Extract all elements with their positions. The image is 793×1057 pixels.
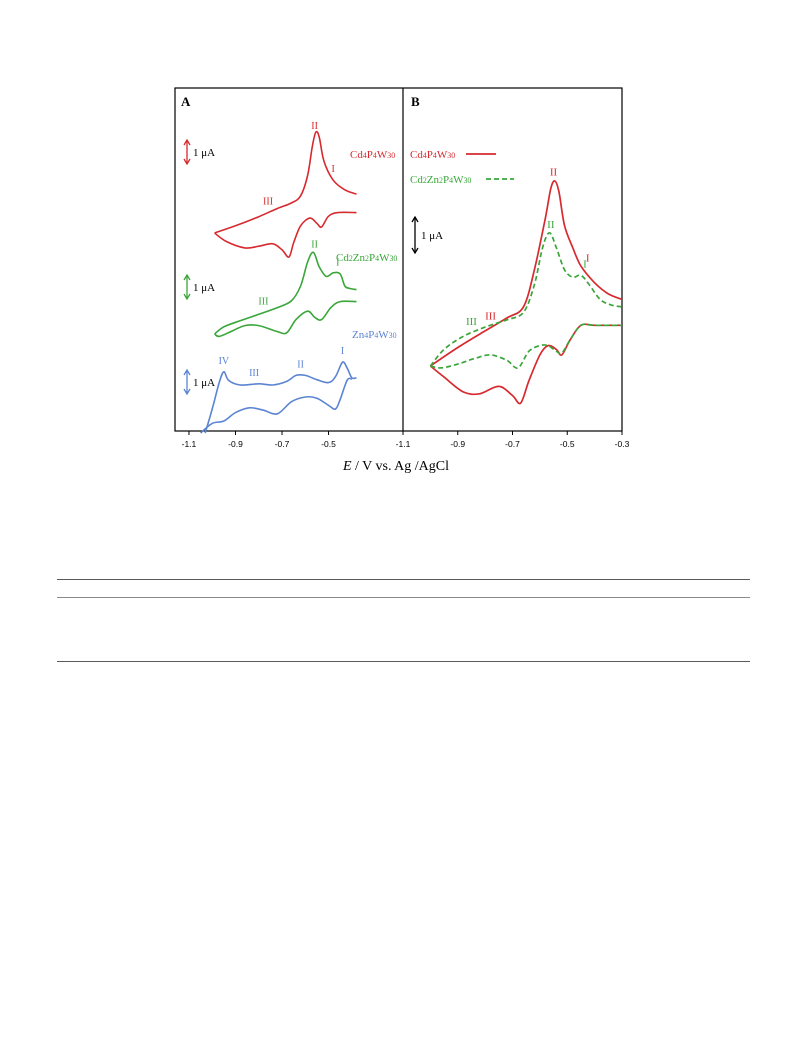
- scale-bar-a-2-arrow-down: [183, 388, 191, 396]
- scale-bar-a-1-arrow-down: [183, 293, 191, 301]
- axis-b-tick-label-0: -1.1: [396, 439, 411, 449]
- legend-label-b-cd2zn2p4w30-part: 4: [449, 176, 453, 185]
- axis-a-tick-label-0: -1.1: [182, 439, 197, 449]
- legend-label-b-cd2zn2p4w30-part: 2: [439, 176, 443, 185]
- scale-bar-a-1-label: 1 μA: [193, 282, 215, 294]
- series-label-a-cd2zn2p4w30-part: W: [379, 252, 390, 264]
- series-label-a-zn4p4w30-part: 4: [364, 331, 368, 340]
- legend-label-b-cd4p4w30-part: 30: [447, 151, 455, 160]
- curve-b-cd2zn2p4w30-reverse: [430, 323, 622, 369]
- legend-label-b-cd4p4w30-part: 4: [433, 151, 437, 160]
- series-label-a-zn4p4w30-part: 30: [389, 331, 397, 340]
- axis-b-tick-label-1: -0.9: [450, 439, 465, 449]
- series-label-a-zn4p4w30-part: 4: [374, 331, 378, 340]
- series-label-a-cd4p4w30-part: 4: [373, 151, 377, 160]
- peak-label-a-zn4p4w30-1: III: [249, 368, 259, 379]
- peak-label-b-cd2zn2p4w30-1: I: [583, 258, 587, 270]
- panel-label-a: A: [181, 94, 191, 109]
- series-label-a-cd4p4w30: Cd4P4W30: [350, 149, 395, 161]
- peak-label-b-cd2zn2p4w30-2: III: [466, 316, 477, 328]
- series-label-a-zn4p4w30-part: W: [378, 329, 389, 341]
- peak-label-a-cd4p4w30-2: III: [263, 197, 273, 208]
- series-label-a-cd4p4w30-part: P: [367, 149, 373, 161]
- scale-bar-a-2-arrow-up: [183, 368, 191, 376]
- series-label-a-cd2zn2p4w30-part: P: [369, 252, 375, 264]
- x-axis: -1.1 -0.9 -0.7 -0.5 -1.1 -0.9 -0.7 -0.5 -0.3: [182, 431, 630, 449]
- peak-label-a-cd4p4w30-1: I: [332, 164, 335, 175]
- axis-a-tick-label-2: -0.7: [275, 439, 290, 449]
- legend-label-b-cd2zn2p4w30-part: Zn: [427, 174, 440, 186]
- table-rule-header: [57, 597, 750, 598]
- scale-bar-a-0-label: 1 μA: [193, 147, 215, 159]
- series-label-a-zn4p4w30-part: Zn: [352, 329, 365, 341]
- table-rule-top: [57, 579, 750, 580]
- legend-label-b-cd2zn2p4w30-part: 30: [463, 176, 471, 185]
- curve-a-cd4p4w30-forward: [214, 130, 357, 234]
- series-label-a-cd4p4w30-part: 30: [387, 151, 395, 160]
- cyclic-voltammogram-figure: A B Cd4P4W30 II I III 1 μA Cd2Zn2P4W30 II I III 1…: [0, 0, 793, 500]
- legend-label-b-cd2zn2p4w30: Cd2Zn2P4W30: [410, 174, 471, 186]
- legend-label-b-cd4p4w30-part: 4: [423, 151, 427, 160]
- x-axis-label-symbol: E: [342, 459, 352, 474]
- curve-a-cd4p4w30-reverse: [214, 211, 357, 258]
- peak-label-a-cd2zn2p4w30-1: I: [336, 258, 339, 269]
- axis-a-tick-label-1: -0.9: [228, 439, 243, 449]
- peak-label-a-cd2zn2p4w30-2: III: [258, 297, 268, 308]
- series-label-a-cd2zn2p4w30-part: 4: [375, 254, 379, 263]
- legend-label-b-cd4p4w30-part: Cd: [410, 149, 423, 161]
- axis-b-tick-label-2: -0.7: [505, 439, 520, 449]
- curve-a-cd2zn2p4w30-forward: [214, 251, 357, 335]
- scale-bar-a-2-label: 1 μA: [193, 377, 215, 389]
- legend-label-b-cd4p4w30-part: W: [437, 149, 448, 161]
- series-label-a-cd4p4w30-part: W: [377, 149, 388, 161]
- peak-label-a-zn4p4w30-2: II: [297, 359, 304, 370]
- axis-a-tick-label-3: -0.5: [321, 439, 336, 449]
- series-label-a-cd2zn2p4w30-part: Cd: [336, 252, 349, 264]
- peak-label-a-cd2zn2p4w30-0: II: [311, 239, 318, 250]
- legend-label-b-cd4p4w30: Cd4P4W30: [410, 149, 455, 161]
- curve-a-zn4p4w30-reverse: [200, 377, 352, 434]
- legend-label-b-cd2zn2p4w30-part: 2: [423, 176, 427, 185]
- series-label-a-cd2zn2p4w30-part: 2: [349, 254, 353, 263]
- axis-b-tick-label-4: -0.3: [615, 439, 630, 449]
- peak-label-a-zn4p4w30-3: I: [341, 346, 344, 357]
- peak-label-a-cd4p4w30-0: II: [311, 121, 318, 132]
- scale-bar-a-0-arrow-up: [183, 138, 191, 146]
- series-label-a-zn4p4w30-part: P: [368, 329, 374, 341]
- series-label-a-cd2zn2p4w30-part: 2: [365, 254, 369, 263]
- peak-label-b-cd4p4w30-1: I: [586, 252, 590, 264]
- series-label-a-cd4p4w30-part: 4: [363, 151, 367, 160]
- curve-a-cd2zn2p4w30-reverse: [214, 300, 357, 338]
- scale-bar-a-0-arrow-down: [183, 158, 191, 166]
- series-label-a-cd2zn2p4w30: Cd2Zn2P4W30: [336, 252, 397, 264]
- table-rule-bottom: [57, 661, 750, 662]
- peak-label-a-zn4p4w30-0: IV: [219, 356, 230, 367]
- series-label-a-cd2zn2p4w30-part: Zn: [353, 252, 366, 264]
- x-axis-label-text: / V vs. Ag /AgCl: [352, 459, 450, 474]
- scale-bar-b-arrow-down: [411, 247, 419, 255]
- legend-label-b-cd2zn2p4w30-part: P: [443, 174, 449, 186]
- legend-label-b-cd2zn2p4w30-part: W: [453, 174, 464, 186]
- scale-bar-b-arrow-up: [411, 215, 419, 223]
- curve-a-zn4p4w30-forward: [204, 361, 357, 434]
- peak-label-b-cd4p4w30-2: III: [485, 311, 496, 323]
- series-label-a-cd2zn2p4w30-part: 30: [389, 254, 397, 263]
- scale-bar-b-label: 1 μA: [421, 230, 443, 242]
- legend-label-b-cd4p4w30-part: P: [427, 149, 433, 161]
- peak-label-b-cd4p4w30-0: II: [550, 166, 558, 178]
- panel-label-b: B: [411, 94, 420, 109]
- peak-label-b-cd2zn2p4w30-0: II: [547, 219, 555, 231]
- axis-b-tick-label-3: -0.5: [560, 439, 575, 449]
- curve-b-cd4p4w30-reverse: [429, 323, 622, 405]
- series-label-a-cd4p4w30-part: Cd: [350, 149, 363, 161]
- figure-frame: [174, 87, 623, 432]
- series-label-a-zn4p4w30: Zn4P4W30: [352, 329, 397, 341]
- legend-label-b-cd2zn2p4w30-part: Cd: [410, 174, 423, 186]
- x-axis-label: E / V vs. Ag /AgCl: [342, 459, 449, 474]
- scale-bar-a-1-arrow-up: [183, 273, 191, 281]
- curve-b-cd2zn2p4w30-forward: [429, 231, 623, 367]
